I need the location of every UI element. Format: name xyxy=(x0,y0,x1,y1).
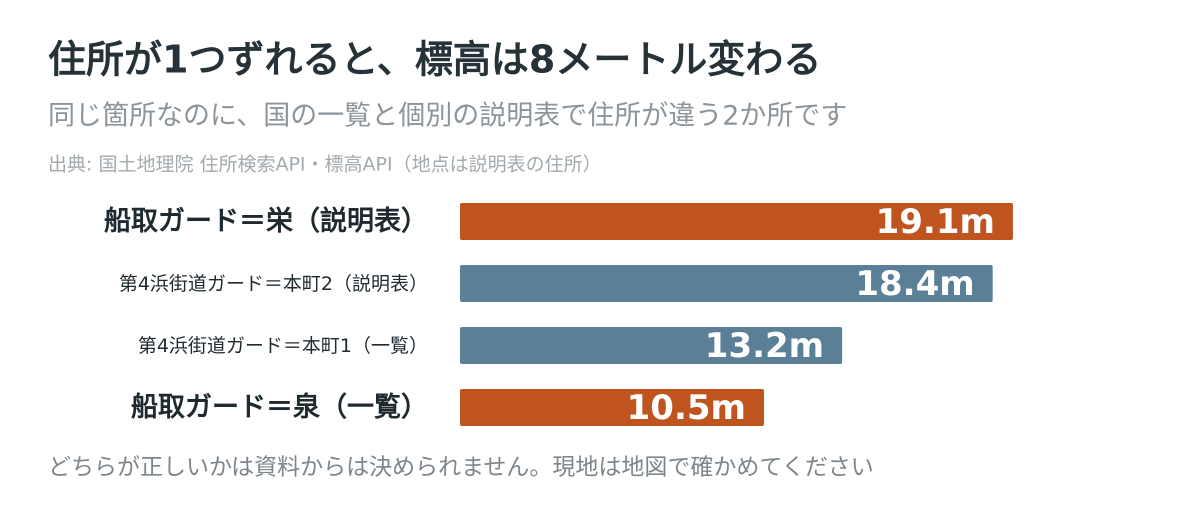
category-label: 船取ガード＝泉（一覧） xyxy=(131,391,428,423)
chart-title: 住所が1つずれると、標高は8メートル変わる xyxy=(48,38,821,82)
chart-subtitle: 同じ箇所なのに、国の一覧と個別の説明表で住所が違う2か所です xyxy=(48,101,847,132)
value-label: 10.5m xyxy=(627,388,746,428)
footnote: どちらが正しいかは資料からは決められません。現地は地図で確かめてください xyxy=(48,455,874,481)
category-label: 船取ガード＝栄（説明表） xyxy=(104,205,428,237)
value-label: 18.4m xyxy=(855,264,974,304)
category-label: 第4浜街道ガード＝本町1（一覧） xyxy=(138,335,428,357)
bar xyxy=(460,327,843,364)
source-note: 出典: 国土地理院 住所検索API・標高API（地点は説明表の住所） xyxy=(48,154,602,176)
value-label: 19.1m xyxy=(876,202,995,242)
category-label: 第4浜街道ガード＝本町2（説明表） xyxy=(119,273,428,295)
value-label: 13.2m xyxy=(705,326,824,366)
bar xyxy=(460,389,764,426)
bar xyxy=(460,203,1013,240)
bar xyxy=(460,265,993,302)
